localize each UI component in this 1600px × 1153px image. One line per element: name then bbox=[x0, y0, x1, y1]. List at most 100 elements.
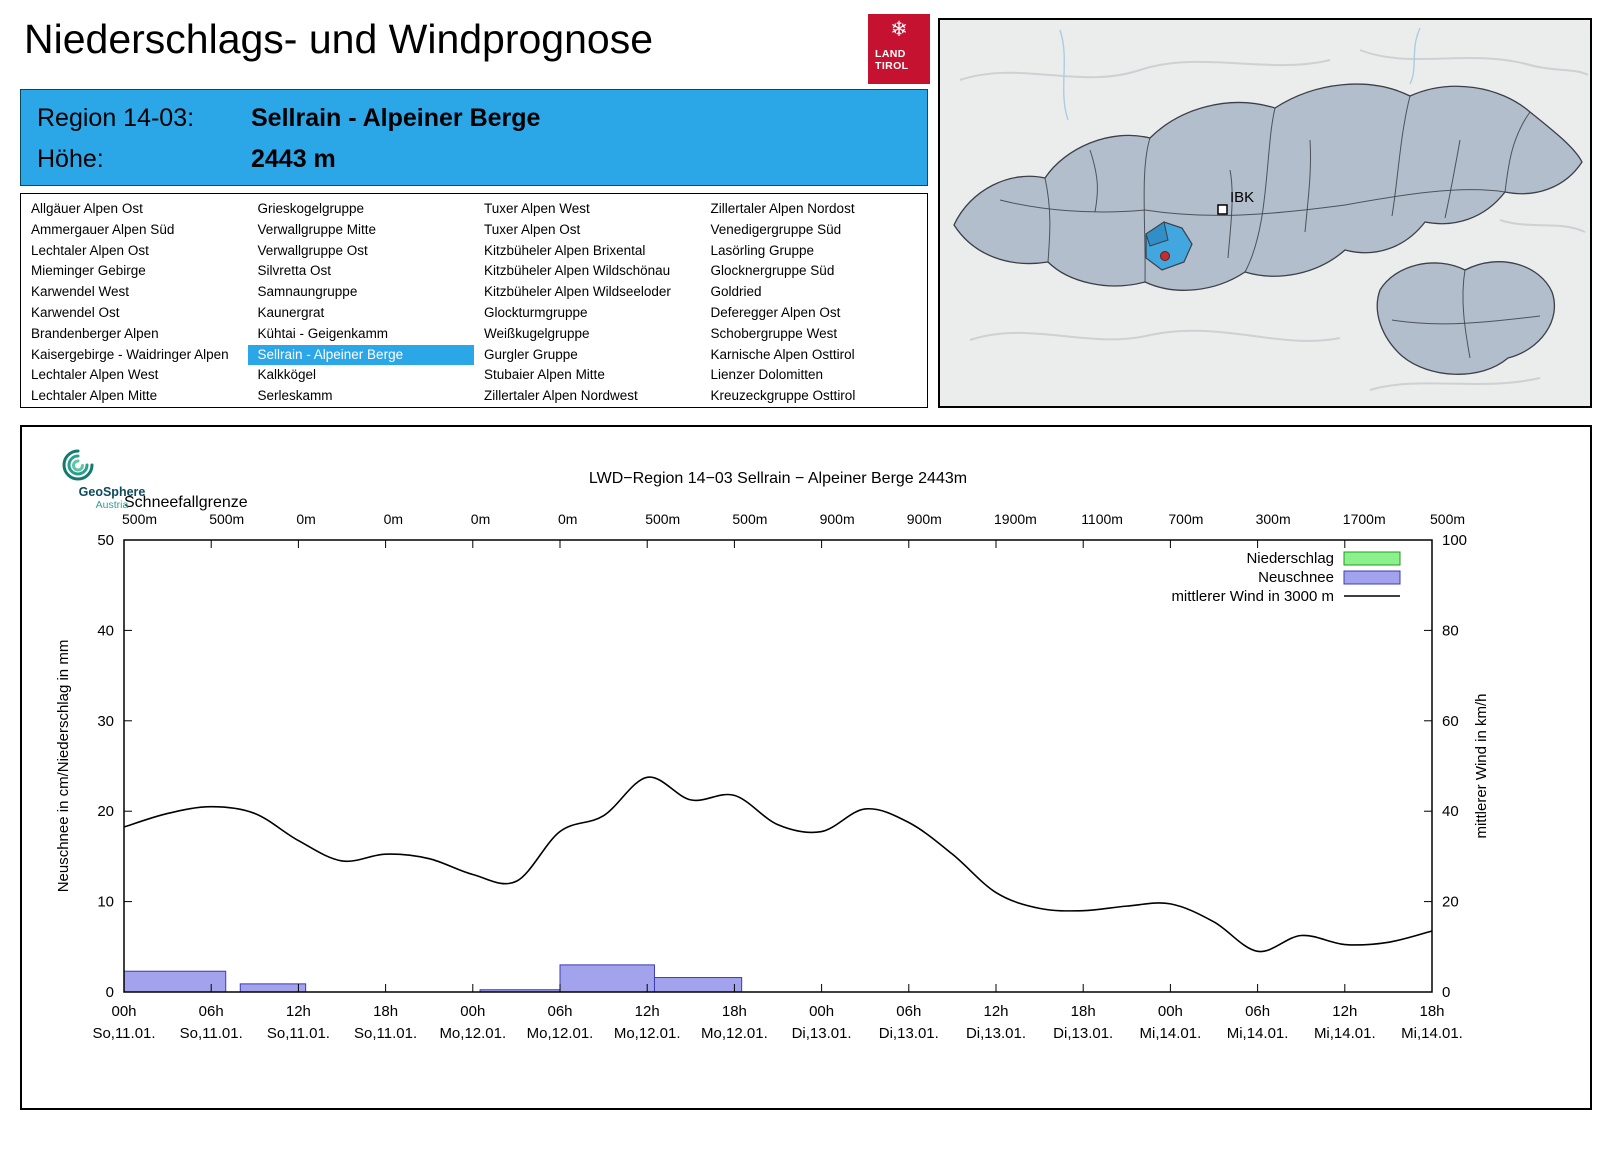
region-list-item[interactable]: Grieskogelgruppe bbox=[257, 201, 365, 216]
region-list-column: Tuxer Alpen West Tuxer Alpen Ost Kitzbühel… bbox=[474, 199, 701, 407]
y-tick-right: 20 bbox=[1442, 894, 1459, 911]
region-list-item[interactable]: Karnische Alpen Osttirol bbox=[710, 346, 855, 362]
region-list-item[interactable]: Mieminger Gebirge bbox=[31, 263, 146, 279]
region-list-item[interactable]: Lasörling Gruppe bbox=[710, 242, 815, 258]
region-list-item[interactable]: Glockturmgruppe bbox=[484, 304, 588, 320]
x-tick-hour: 12h bbox=[983, 1003, 1008, 1020]
region-list-item[interactable]: Schobergruppe West bbox=[710, 325, 838, 341]
x-tick-date: Mi,14.01. bbox=[1140, 1025, 1202, 1042]
region-list-item[interactable]: Kalkkögel bbox=[257, 367, 317, 383]
region-list-item[interactable]: Kitzbüheler Alpen Wildseeloder bbox=[484, 284, 671, 300]
region-list-item[interactable]: Allgäuer Alpen Ost bbox=[31, 201, 143, 216]
neuschnee-bar bbox=[653, 977, 743, 993]
map-region-east-tirol[interactable] bbox=[1376, 261, 1555, 375]
region-list-item[interactable]: Serleskamm bbox=[257, 388, 333, 404]
snowline-value: 500m bbox=[1430, 511, 1465, 527]
region-list-item[interactable]: Zillertaler Alpen Nordost bbox=[710, 201, 855, 216]
snowline-value: 500m bbox=[122, 511, 157, 527]
wind-line bbox=[123, 776, 1433, 953]
y-tick-left: 20 bbox=[97, 803, 114, 820]
region-list-item[interactable]: Stubaier Alpen Mitte bbox=[484, 367, 605, 383]
x-tick-hour: 18h bbox=[722, 1003, 747, 1020]
region-list-item[interactable]: Lienzer Dolomitten bbox=[710, 367, 824, 383]
x-tick-hour: 06h bbox=[547, 1003, 572, 1020]
snowline-value: 500m bbox=[645, 511, 680, 527]
region-list-item[interactable]: Verwallgruppe Ost bbox=[257, 242, 368, 258]
neuschnee-bar bbox=[559, 964, 655, 993]
region-list-item[interactable]: Karwendel Ost bbox=[31, 304, 120, 320]
region-list-item[interactable]: Gurgler Gruppe bbox=[484, 346, 578, 362]
x-tick-date: Mo,12.01. bbox=[527, 1025, 594, 1042]
region-list-item[interactable]: Verwallgruppe Mitte bbox=[257, 221, 377, 237]
region-list-item[interactable]: Silvretta Ost bbox=[257, 263, 332, 279]
x-tick-hour: 12h bbox=[635, 1003, 660, 1020]
region-list-item[interactable]: Kitzbüheler Alpen Wildschönau bbox=[484, 263, 671, 279]
y-tick-left: 50 bbox=[97, 532, 114, 549]
region-list-item[interactable]: Lechtaler Alpen Mitte bbox=[31, 388, 158, 404]
region-list-item[interactable]: Tuxer Alpen West bbox=[484, 201, 590, 216]
legend-swatch bbox=[1343, 570, 1401, 585]
region-list-item[interactable]: Glocknergruppe Süd bbox=[710, 263, 835, 279]
x-tick-hour: 12h bbox=[286, 1003, 311, 1020]
geosphere-logo-line1: GeoSphere bbox=[78, 485, 146, 499]
region-list-item[interactable]: Karwendel West bbox=[31, 284, 130, 300]
x-tick-date: Mi,14.01. bbox=[1227, 1025, 1289, 1042]
map-panel: IBK bbox=[938, 18, 1592, 408]
region-list-column: Grieskogelgruppe Verwallgruppe Mitte Verwa… bbox=[247, 199, 474, 407]
altitude-value: 2443 m bbox=[251, 145, 336, 173]
y-tick-right: 80 bbox=[1442, 622, 1459, 639]
map-region-highlighted-sub[interactable] bbox=[1145, 221, 1169, 247]
region-list-item[interactable]: Tuxer Alpen Ost bbox=[484, 221, 581, 237]
y-tick-right: 0 bbox=[1442, 984, 1450, 1001]
region-list-item[interactable]: Goldried bbox=[710, 284, 762, 300]
snowline-axis-label: Schneefallgrenze bbox=[124, 494, 248, 511]
land-tirol-logo-line1: LAND bbox=[875, 48, 906, 60]
region-list-item[interactable]: Kaisergebirge - Waidringer Alpen bbox=[31, 346, 229, 362]
snowline-value: 700m bbox=[1168, 511, 1203, 527]
region-list-item[interactable]: Kaunergrat bbox=[257, 304, 325, 320]
region-list-item[interactable]: Brandenberger Alpen bbox=[31, 325, 159, 341]
region-list-item[interactable]: Sellrain - Alpeiner Berge bbox=[247, 344, 474, 366]
region-number-label: Region 14-03: bbox=[37, 104, 195, 132]
y-tick-left: 0 bbox=[106, 984, 114, 1001]
region-list-item[interactable]: Ammergauer Alpen Süd bbox=[31, 221, 175, 237]
x-tick-hour: 06h bbox=[896, 1003, 921, 1020]
page-title: Niederschlags- und Windprognose bbox=[24, 16, 654, 62]
x-tick-date: Mi,14.01. bbox=[1314, 1025, 1376, 1042]
forecast-chart-panel: 00h So,11.01. 500m 06h So,11.01. 500m 12h So,11… bbox=[20, 425, 1592, 1110]
station-marker-dot bbox=[1160, 251, 1170, 261]
legend-label: Neuschnee bbox=[1258, 569, 1334, 586]
snowline-value: 1100m bbox=[1081, 511, 1123, 527]
x-tick-date: Di,13.01. bbox=[792, 1025, 852, 1042]
y-tick-right: 60 bbox=[1442, 713, 1459, 730]
region-list-item[interactable]: Samnaungruppe bbox=[257, 284, 358, 300]
x-tick-date: Di,13.01. bbox=[966, 1025, 1026, 1042]
x-tick-date: Di,13.01. bbox=[1053, 1025, 1113, 1042]
neuschnee-bar bbox=[239, 983, 307, 993]
y-tick-left: 10 bbox=[97, 894, 114, 911]
region-list-item[interactable]: Lechtaler Alpen West bbox=[31, 367, 159, 383]
legend-label: Niederschlag bbox=[1246, 550, 1334, 567]
snowline-value: 300m bbox=[1256, 511, 1291, 527]
geosphere-logo-line2: Austria bbox=[95, 499, 129, 511]
y-tick-left: 30 bbox=[97, 713, 114, 730]
tirol-region-map[interactable]: IBK bbox=[940, 20, 1590, 406]
plot-frame bbox=[123, 539, 1433, 993]
region-list-item[interactable]: Kreuzeckgruppe Osttirol bbox=[710, 388, 856, 404]
map-region-north-tirol[interactable] bbox=[953, 83, 1583, 291]
x-tick-date: So,11.01. bbox=[354, 1025, 417, 1042]
region-list-item[interactable]: Weißkugelgruppe bbox=[484, 325, 590, 341]
x-tick-hour: 00h bbox=[1158, 1003, 1183, 1020]
region-list-item[interactable]: Deferegger Alpen Ost bbox=[710, 304, 841, 320]
snowline-value: 500m bbox=[209, 511, 244, 527]
region-list-item[interactable]: Lechtaler Alpen Ost bbox=[31, 242, 149, 258]
snowline-value: 0m bbox=[558, 511, 577, 527]
region-list-item[interactable]: Zillertaler Alpen Nordwest bbox=[484, 388, 638, 404]
region-list-item[interactable]: Venedigergruppe Süd bbox=[710, 221, 842, 237]
x-tick-hour: 18h bbox=[1419, 1003, 1444, 1020]
y-tick-right: 40 bbox=[1442, 803, 1459, 820]
x-tick-hour: 00h bbox=[111, 1003, 136, 1020]
region-list-item[interactable]: Kitzbüheler Alpen Brixental bbox=[484, 242, 646, 258]
x-tick-hour: 00h bbox=[809, 1003, 834, 1020]
region-list-item[interactable]: Kühtai - Geigenkamm bbox=[257, 325, 389, 341]
